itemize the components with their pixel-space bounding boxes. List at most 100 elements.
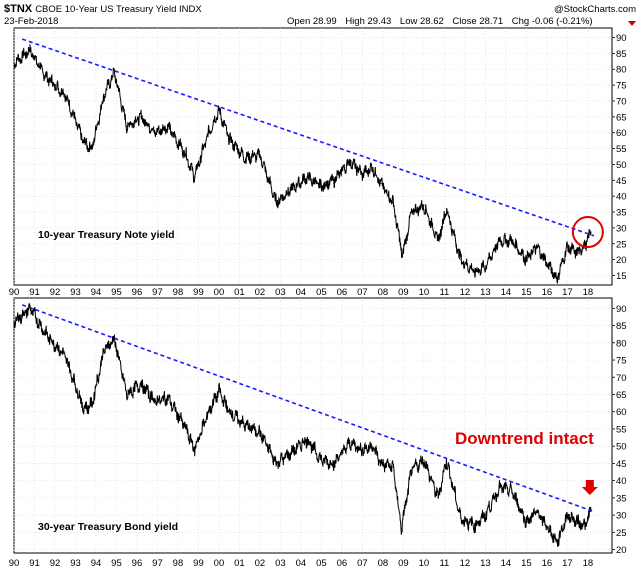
x-tick-label: 03 [275, 558, 286, 569]
series-line [13, 302, 592, 547]
x-tick-label: 06 [337, 287, 348, 298]
data-point [333, 179, 335, 181]
y-tick-label: 50 [616, 442, 627, 453]
data-point [154, 400, 157, 402]
data-point [218, 390, 220, 392]
x-tick-label: 04 [296, 287, 307, 298]
ohlc-readout: Open 28.99 High 29.43 Low 28.62 Close 28… [287, 16, 593, 27]
x-tick-label: 17 [562, 558, 573, 569]
data-point [585, 243, 587, 245]
x-tick-label: 00 [214, 287, 225, 298]
y-tick-label: 35 [616, 208, 627, 219]
y-tick-label: 50 [616, 160, 627, 171]
data-point [275, 201, 277, 204]
data-point [259, 154, 261, 156]
data-point [536, 511, 538, 513]
data-point [140, 383, 142, 385]
data-point [556, 278, 558, 280]
x-tick-label: 07 [357, 558, 368, 569]
data-point [290, 452, 292, 454]
x-tick-label: 09 [398, 558, 409, 569]
data-point [113, 338, 116, 340]
data-point [13, 62, 15, 64]
x-tick-label: 08 [378, 558, 389, 569]
data-point [556, 542, 558, 544]
x-tick-label: 18 [583, 287, 594, 298]
data-point [423, 459, 425, 461]
y-tick-label: 30 [616, 223, 627, 234]
x-tick-label: 13 [480, 287, 491, 298]
data-point [525, 259, 527, 261]
data-point [167, 125, 169, 127]
data-point [306, 438, 308, 440]
data-point [83, 407, 85, 409]
x-tick-label: 14 [501, 558, 512, 569]
y-tick-label: 75 [616, 356, 627, 367]
y-tick-label: 65 [616, 390, 627, 401]
x-tick-label: 10 [419, 287, 430, 298]
data-point [113, 71, 116, 74]
data-point [44, 331, 46, 334]
data-point [103, 349, 105, 351]
x-tick-label: 02 [255, 287, 266, 298]
x-axis-bottom: 90 91 92 93 94 95 96 97 98 99 00 01 02 03 04 05 06 07 08 09… [9, 558, 593, 569]
x-tick-label: 04 [296, 558, 307, 569]
x-tick-label: 93 [70, 287, 81, 298]
x-tick-label: 93 [70, 558, 81, 569]
data-point [64, 94, 66, 96]
y-tick-label: 45 [616, 176, 627, 187]
x-tick-label: 99 [193, 558, 204, 569]
x-tick-label: 11 [439, 287, 449, 298]
data-point [29, 49, 31, 51]
x-tick-label: 96 [132, 287, 143, 298]
x-tick-label: 97 [152, 287, 163, 298]
data-point [228, 138, 230, 140]
data-point [126, 393, 128, 396]
data-point [103, 94, 105, 96]
x-tick-label: 16 [542, 287, 553, 298]
y-tick-label: 30 [616, 511, 627, 522]
data-point [208, 132, 210, 134]
data-point [577, 521, 579, 523]
x-tick-label: 01 [234, 287, 245, 298]
brand-watermark: @StockCharts.com [554, 4, 636, 15]
data-point [275, 462, 277, 465]
panel-30-year: 20 25 30 35 40 45 50 55 60 65 70 75 80 85 90 30-year T… [13, 297, 627, 556]
data-point [590, 231, 592, 233]
data-point [550, 268, 552, 270]
data-point [91, 147, 93, 150]
data-point [167, 397, 169, 399]
data-point [64, 355, 66, 358]
data-point [372, 445, 374, 447]
chg-down-arrow-icon [628, 21, 636, 26]
series-line [13, 44, 592, 284]
x-tick-label: 14 [501, 287, 512, 298]
data-point [460, 259, 462, 261]
red-arrow-icon [581, 480, 598, 495]
y-tick-label: 60 [616, 407, 627, 418]
y-tick-label: 70 [616, 96, 627, 107]
data-point [380, 462, 382, 465]
data-point [320, 186, 323, 188]
x-tick-label: 09 [398, 287, 409, 298]
data-point [333, 462, 335, 465]
data-point [380, 182, 382, 185]
y-tick-label: 70 [616, 373, 627, 384]
chart-date: 23-Feb-2018 [4, 16, 58, 27]
x-tick-label: 95 [111, 558, 122, 569]
y-tick-label: 80 [616, 65, 627, 76]
x-tick-label: 05 [316, 287, 327, 298]
x-tick-label: 90 [9, 558, 20, 569]
x-tick-label: 05 [316, 558, 327, 569]
data-point [392, 466, 394, 468]
data-point [511, 239, 513, 242]
panel-10-year: 15 20 25 30 35 40 45 50 55 60 65 70 75 80 85 90 10-year… [13, 27, 627, 286]
y-tick-label: 15 [616, 271, 627, 282]
y-tick-label: 90 [616, 33, 627, 44]
data-point [566, 246, 568, 248]
data-point [499, 239, 501, 242]
x-tick-label: 10 [419, 558, 430, 569]
data-point [474, 271, 476, 273]
x-tick-label: 12 [460, 558, 471, 569]
data-point [83, 141, 85, 143]
